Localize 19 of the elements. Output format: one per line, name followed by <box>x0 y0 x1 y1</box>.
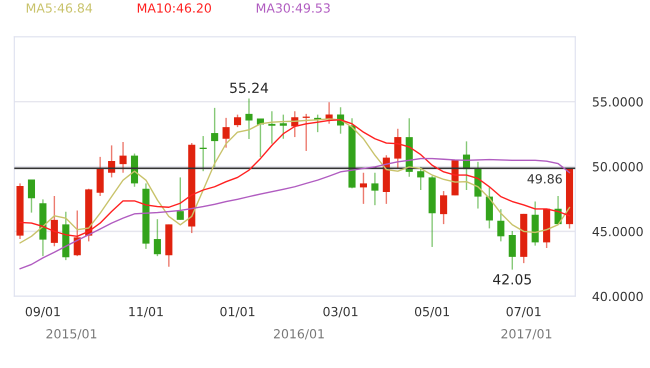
annotation: 42.05 <box>493 274 531 285</box>
annotation: 55.24 <box>230 82 268 94</box>
x-tick-label: 11/01 <box>129 306 163 318</box>
x-tick-label: 07/01 <box>506 306 541 318</box>
text: 2017/01 <box>501 329 552 340</box>
text: MA10:46.20 <box>138 3 211 13</box>
text: 2016/01 <box>274 329 324 340</box>
y-tick-label: 45.0000 <box>592 226 643 236</box>
ref-line-label: 49.86 <box>527 174 562 184</box>
y-tick-label: 40.0000 <box>592 292 643 302</box>
x-tick-label: 01/01 <box>220 306 254 318</box>
y-tick-label: 50.0000 <box>592 162 643 172</box>
x-tick-label: 03/01 <box>323 306 358 318</box>
text: 2015/01 <box>46 329 96 340</box>
y-tick-label: 55.0000 <box>592 97 643 107</box>
x-tick-label: 09/01 <box>26 306 60 318</box>
x-tick-label: 05/01 <box>414 306 450 318</box>
text: MA30:49.53 <box>256 3 330 13</box>
text: MA5:46.84 <box>26 3 92 13</box>
